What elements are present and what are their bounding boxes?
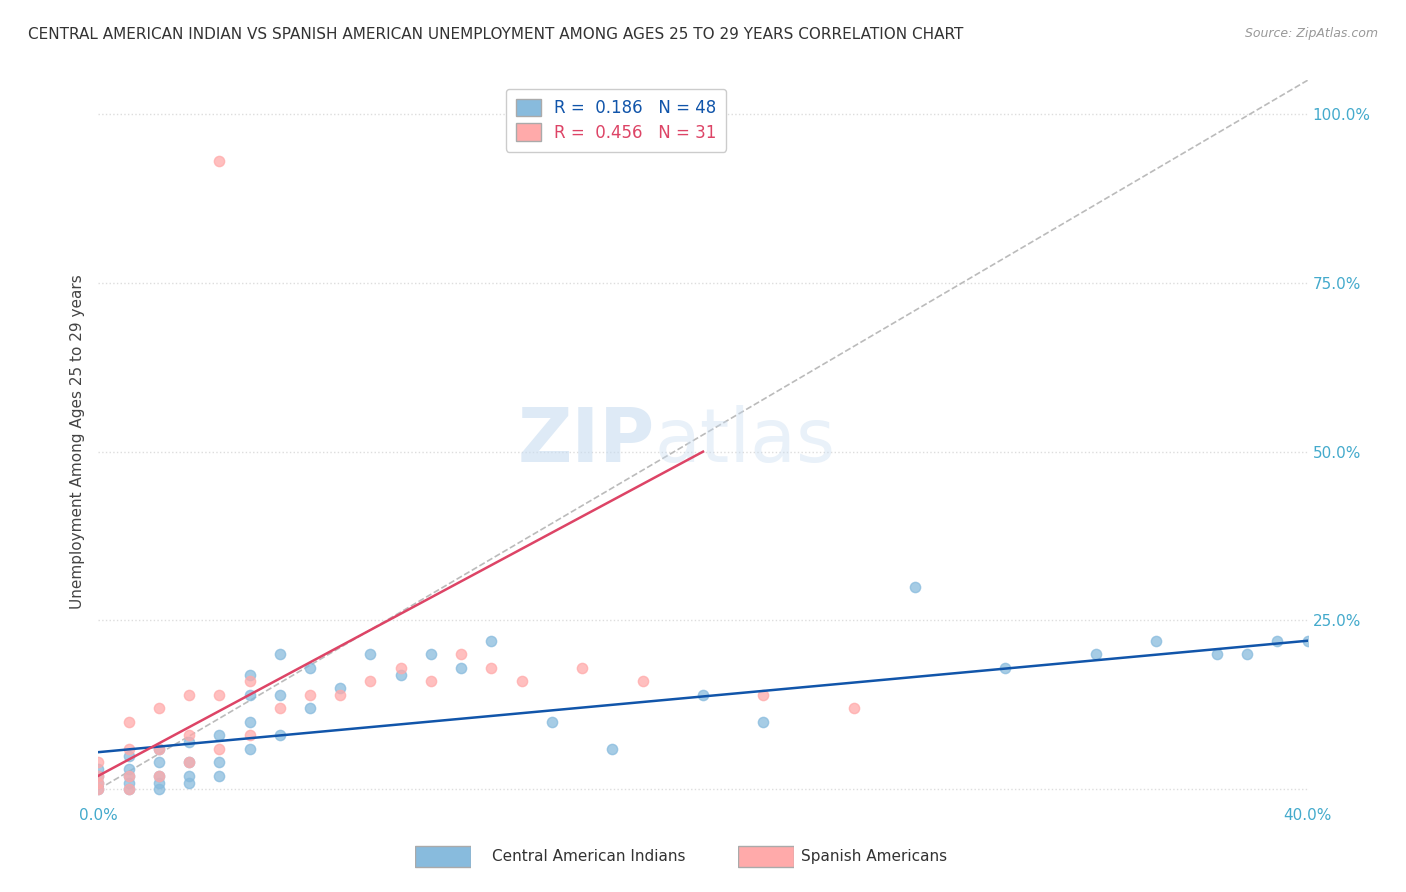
Point: [179, 735, 201, 749]
Point: [1144, 633, 1167, 648]
Point: [118, 782, 141, 797]
Text: CENTRAL AMERICAN INDIAN VS SPANISH AMERICAN UNEMPLOYMENT AMONG AGES 25 TO 29 YEA: CENTRAL AMERICAN INDIAN VS SPANISH AMERI…: [28, 27, 963, 42]
Text: Central American Indians: Central American Indians: [492, 849, 686, 863]
Point: [179, 756, 201, 770]
Bar: [738, 846, 794, 867]
Point: [540, 714, 562, 729]
Point: [239, 714, 262, 729]
Point: [360, 647, 382, 661]
Point: [481, 633, 503, 648]
Point: [87, 782, 110, 797]
Point: [360, 674, 382, 689]
Point: [179, 769, 201, 783]
Point: [450, 661, 472, 675]
Point: [329, 681, 352, 695]
Point: [571, 661, 593, 675]
Point: [481, 661, 503, 675]
Point: [631, 674, 654, 689]
Point: [299, 661, 322, 675]
Point: [208, 154, 231, 169]
Point: [87, 775, 110, 789]
Point: [269, 728, 291, 742]
Point: [87, 762, 110, 776]
Point: [118, 748, 141, 763]
Point: [118, 769, 141, 783]
Point: [118, 782, 141, 797]
Point: [239, 741, 262, 756]
Point: [148, 701, 170, 715]
Point: [87, 775, 110, 789]
Point: [269, 701, 291, 715]
Bar: [415, 846, 471, 867]
Text: Source: ZipAtlas.com: Source: ZipAtlas.com: [1244, 27, 1378, 40]
Legend: R =  0.186   N = 48, R =  0.456   N = 31: R = 0.186 N = 48, R = 0.456 N = 31: [506, 88, 727, 152]
Point: [208, 741, 231, 756]
Point: [148, 782, 170, 797]
Point: [148, 769, 170, 783]
Point: [87, 769, 110, 783]
Point: [904, 580, 927, 594]
Point: [148, 756, 170, 770]
Point: [208, 769, 231, 783]
Point: [844, 701, 866, 715]
Point: [1085, 647, 1108, 661]
Point: [87, 769, 110, 783]
Point: [239, 728, 262, 742]
Y-axis label: Unemployment Among Ages 25 to 29 years: Unemployment Among Ages 25 to 29 years: [69, 274, 84, 609]
Point: [87, 782, 110, 797]
Point: [179, 756, 201, 770]
Point: [269, 647, 291, 661]
Point: [208, 728, 231, 742]
Point: [1236, 647, 1258, 661]
Point: [752, 688, 775, 702]
Point: [118, 769, 141, 783]
Point: [450, 647, 472, 661]
Point: [420, 674, 443, 689]
Text: atlas: atlas: [655, 405, 835, 478]
Point: [299, 701, 322, 715]
Point: [118, 714, 141, 729]
Point: [752, 714, 775, 729]
Point: [269, 688, 291, 702]
Point: [118, 762, 141, 776]
Point: [148, 741, 170, 756]
Point: [208, 756, 231, 770]
Point: [87, 756, 110, 770]
Point: [692, 688, 714, 702]
Point: [179, 775, 201, 789]
Point: [1296, 633, 1319, 648]
Point: [510, 674, 533, 689]
Point: [299, 688, 322, 702]
Point: [148, 741, 170, 756]
Text: ZIP: ZIP: [517, 405, 655, 478]
Point: [389, 661, 412, 675]
Point: [994, 661, 1017, 675]
Point: [1267, 633, 1289, 648]
Point: [118, 741, 141, 756]
Point: [148, 769, 170, 783]
Point: [1206, 647, 1229, 661]
Point: [420, 647, 443, 661]
Point: [179, 728, 201, 742]
Point: [179, 688, 201, 702]
Text: Spanish Americans: Spanish Americans: [801, 849, 948, 863]
Point: [329, 688, 352, 702]
Point: [602, 741, 624, 756]
Point: [148, 775, 170, 789]
Point: [389, 667, 412, 681]
Point: [239, 674, 262, 689]
Point: [118, 775, 141, 789]
Point: [239, 688, 262, 702]
Point: [239, 667, 262, 681]
Point: [208, 688, 231, 702]
